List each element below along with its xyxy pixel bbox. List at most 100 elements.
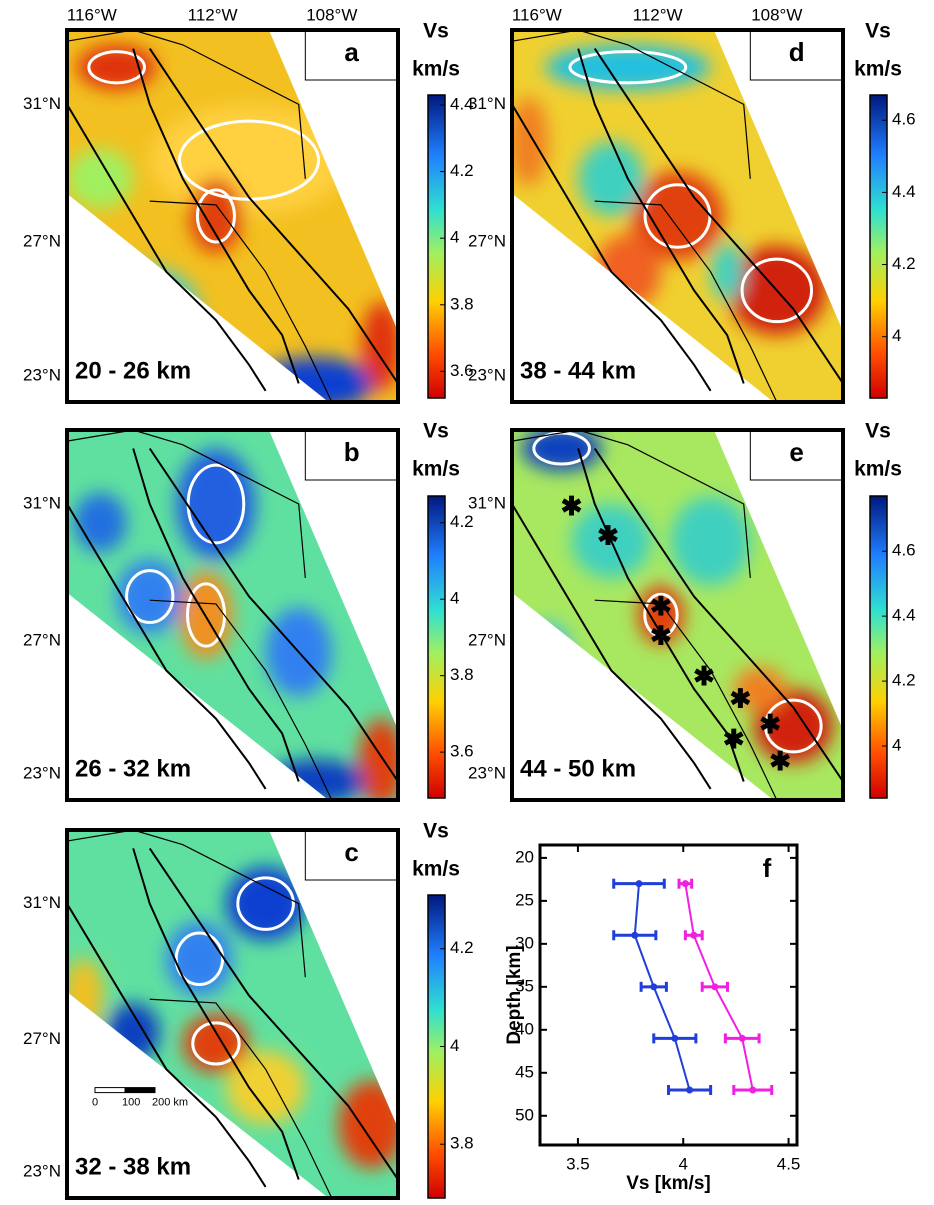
y-tick-label: 25: [515, 890, 534, 909]
inset-box: [304, 29, 399, 81]
colorbar-title: Vs: [423, 20, 449, 43]
colorbar-title: Vs: [865, 420, 891, 443]
map-field: [67, 430, 398, 800]
velocity-anomaly: [73, 492, 127, 553]
y-tick-label: 40: [515, 1019, 534, 1038]
coastline: [149, 200, 333, 403]
panel-label: f: [763, 853, 772, 883]
point: [671, 1034, 679, 1042]
map-panel: e44 - 50 km31°N27°N23°N✱✱✱✱✱✱✱✱✱Vskm/s44…: [468, 420, 916, 802]
contour: [643, 592, 679, 638]
coastline: [149, 599, 333, 801]
colorbar-tick-label: 4.4: [892, 606, 916, 625]
lat-label: 27°N: [23, 1029, 61, 1048]
colorbar-tick-label: 4: [450, 589, 459, 608]
colorbar-unit: km/s: [412, 858, 460, 881]
map-frame: [65, 828, 400, 1200]
coastline: [577, 48, 745, 384]
colorbar-tick-label: 4.2: [450, 512, 474, 531]
scale-label: 100: [122, 1097, 140, 1109]
lat-label: 31°N: [23, 493, 61, 512]
coastline: [511, 429, 751, 579]
lat-label: 27°N: [468, 630, 506, 649]
colorbar-unit: km/s: [412, 58, 460, 81]
coastline: [593, 447, 844, 783]
coastline: [511, 29, 751, 179]
coastline: [577, 448, 745, 782]
colorbar-unit: km/s: [854, 458, 902, 481]
lat-label: 23°N: [468, 365, 506, 384]
panel-label: e: [789, 437, 803, 467]
lon-label: 116°W: [512, 5, 562, 24]
velocity-anomaly: [578, 141, 645, 216]
coastline: [148, 48, 399, 384]
y-tick-label: 35: [515, 976, 534, 995]
colorbar-tick-label: 3.8: [450, 1134, 474, 1153]
scale-black: [124, 1087, 156, 1094]
inset-box: [749, 429, 844, 481]
velocity-anomaly: [594, 234, 661, 309]
coastline: [132, 48, 300, 384]
velocity-anomaly: [338, 1080, 398, 1169]
colorbar: [427, 94, 446, 399]
coastline: [132, 448, 300, 782]
point: [650, 983, 658, 991]
scale-label: 200 km: [152, 1097, 188, 1109]
contour: [764, 698, 823, 754]
lat-label: 27°N: [468, 232, 506, 251]
lat-label: 31°N: [23, 893, 61, 912]
station-star: ✱: [693, 661, 715, 691]
coastline: [132, 848, 300, 1180]
coastline: [66, 503, 267, 790]
colorbar-tick-label: 3.6: [450, 361, 474, 380]
depth-label: 32 - 38 km: [75, 1153, 191, 1180]
colorbar-tick-label: 3.6: [450, 742, 474, 761]
map-frame: [510, 28, 845, 404]
colorbar-tick-label: 4.2: [892, 671, 916, 690]
coastline: [593, 48, 844, 384]
contour: [568, 50, 688, 85]
contour: [236, 876, 295, 931]
panel-label: d: [789, 37, 805, 67]
x-axis-label: Vs [km/s]: [626, 1173, 710, 1194]
depth-label: 26 - 32 km: [75, 755, 191, 782]
lat-label: 27°N: [23, 630, 61, 649]
colorbar-unit: km/s: [412, 458, 460, 481]
colorbar-tick-label: 4.2: [450, 161, 474, 180]
colorbar-tick-label: 4.2: [450, 938, 474, 957]
y-axis-label: Depth [km]: [504, 945, 525, 1044]
velocity-anomaly: [710, 242, 744, 302]
x-tick-label: 4: [679, 1154, 688, 1173]
point: [635, 880, 643, 888]
station-star: ✱: [650, 591, 672, 621]
panel-label: c: [344, 837, 358, 867]
depth-label: 20 - 26 km: [75, 357, 191, 384]
map-panel: b 26 - 32 km 31°N 27°N 23°N Vs km/s 3.6 3.8 4 4.2: [23, 420, 474, 802]
colorbar-tick-label: 3.8: [450, 294, 474, 313]
coastline: [148, 447, 399, 783]
station-star: ✱: [650, 620, 672, 650]
lat-label: 27°N: [23, 232, 61, 251]
colorbar-tick-label: 3.8: [450, 665, 474, 684]
point: [686, 1086, 694, 1094]
velocity-anomaly: [518, 622, 572, 682]
depth-label: 38 - 44 km: [520, 357, 636, 384]
colorbar-tick-label: 4.6: [892, 110, 916, 129]
velocity-anomaly: [225, 1050, 306, 1125]
coastline: [149, 998, 333, 1199]
station-star: ✱: [597, 520, 619, 550]
contour: [87, 50, 146, 85]
map-frame: [65, 28, 400, 404]
lat-label: 23°N: [23, 365, 61, 384]
colorbar: [427, 495, 446, 799]
velocity-anomaly: [670, 496, 751, 586]
depth-label: 44 - 50 km: [520, 755, 636, 782]
colorbar-tick-label: 4.4: [450, 94, 474, 113]
velocity-anomaly: [733, 666, 787, 712]
y-tick-label: 45: [515, 1062, 534, 1081]
velocity-anomaly: [67, 264, 200, 354]
x-tick-label: 3.5: [566, 1154, 590, 1173]
map-panel: a 20 - 26 km 31°N 27°N 23°N 116°W 112°W 108°W Vs…: [23, 5, 474, 404]
contour: [195, 188, 236, 244]
